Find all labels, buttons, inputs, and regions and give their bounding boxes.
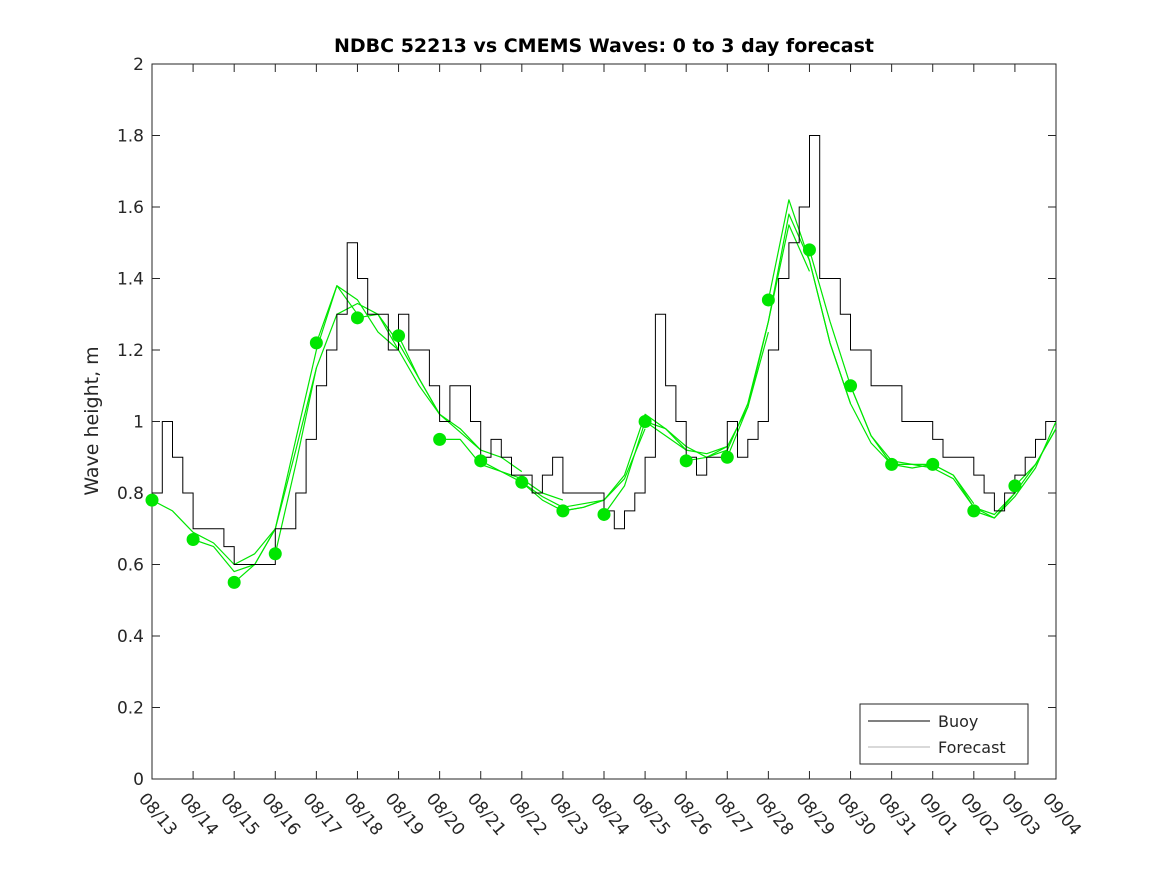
forecast-initial-dot: [844, 379, 858, 393]
x-tick-label: 08/29: [792, 789, 839, 839]
x-tick-label: 08/24: [586, 789, 633, 839]
legend-box: [859, 703, 1029, 765]
y-tick-label: 0.6: [117, 556, 144, 576]
x-tick-label: 08/13: [134, 789, 181, 839]
legend: Buoy Forecast: [859, 703, 1029, 765]
forecast-initial-dot: [926, 457, 940, 471]
y-tick-label: 0.4: [117, 627, 144, 647]
forecast-initial-dot: [885, 457, 899, 471]
forecast-initial-dot: [597, 507, 611, 521]
forecast-line: [480, 460, 605, 508]
x-tick-label: 08/30: [833, 789, 880, 839]
x-tick-label: 08/27: [709, 789, 756, 839]
x-tick-label: 08/14: [175, 789, 222, 839]
y-tick-label: 0: [133, 770, 144, 790]
x-tick-label: 08/15: [216, 789, 263, 839]
y-tick-label: 1: [133, 413, 144, 433]
forecast-initial-dot: [802, 243, 816, 257]
forecast-initial-dot: [515, 475, 529, 489]
y-tick-label: 0.2: [117, 699, 144, 719]
x-tick-label: 09/03: [997, 789, 1044, 839]
x-tick-label: 08/21: [463, 789, 510, 839]
x-tick-label: 08/31: [874, 789, 921, 839]
forecast-line: [891, 463, 1016, 516]
y-tick-label: 1.8: [117, 127, 144, 147]
forecast-initial-dot: [186, 532, 200, 546]
y-tick-label: 1.6: [117, 198, 144, 218]
y-tick-label: 0.8: [117, 484, 144, 504]
x-tick-label: 09/01: [915, 789, 962, 839]
forecast-initial-dot: [556, 504, 570, 518]
forecast-initial-dot: [433, 432, 447, 446]
x-tick-label: 09/04: [1038, 789, 1085, 839]
forecast-initial-dot: [638, 415, 652, 428]
forecast-lines: [151, 199, 1057, 583]
forecast-initial-dot: [392, 329, 406, 343]
x-tick-label: 08/16: [257, 789, 304, 839]
forecast-line: [315, 285, 441, 415]
x-tick-label: 08/26: [668, 789, 715, 839]
x-tick-label: 08/23: [545, 789, 592, 839]
forecast-initial-dot: [1008, 479, 1022, 493]
forecast-initial-dot: [145, 493, 159, 507]
x-tick-label: 08/22: [504, 789, 551, 839]
forecast-line: [767, 199, 893, 465]
forecast-initial-dot: [227, 575, 241, 589]
forecast-initial-dot: [309, 336, 323, 350]
y-axis-label: Wave height, m: [81, 346, 103, 495]
legend-forecast-label: Forecast: [938, 738, 1006, 757]
chart-title: NDBC 52213 vs CMEMS Waves: 0 to 3 day fo…: [334, 35, 874, 57]
forecast-line: [1014, 428, 1057, 487]
forecast-initial-dot: [474, 454, 488, 468]
buoy-line: [152, 135, 1056, 565]
y-tick-label: 2: [133, 55, 144, 75]
forecast-initial-dot: [268, 547, 282, 561]
legend-buoy-label: Buoy: [938, 712, 978, 731]
x-tick-label: 08/28: [751, 789, 798, 839]
forecast-initial-dot: [350, 311, 364, 325]
forecast-initial-dot: [720, 450, 734, 464]
x-tick-label: 08/25: [627, 789, 674, 839]
x-tick-label: 08/18: [340, 789, 387, 839]
buoy-line-group: [152, 135, 1056, 565]
forecast-initial-dot: [761, 293, 775, 307]
forecast-initial-dot: [967, 504, 981, 518]
x-tick-label: 08/20: [422, 789, 469, 839]
y-tick-label: 1.4: [117, 270, 144, 290]
forecast-initial-dot: [679, 454, 693, 468]
y-tick-label: 1.2: [117, 341, 144, 361]
x-tick-label: 08/19: [381, 789, 428, 839]
x-tick-label: 08/17: [299, 789, 346, 839]
x-tick-label: 09/02: [956, 789, 1003, 839]
forecast-initial-dots: [145, 243, 1022, 589]
forecast-line: [151, 499, 276, 566]
